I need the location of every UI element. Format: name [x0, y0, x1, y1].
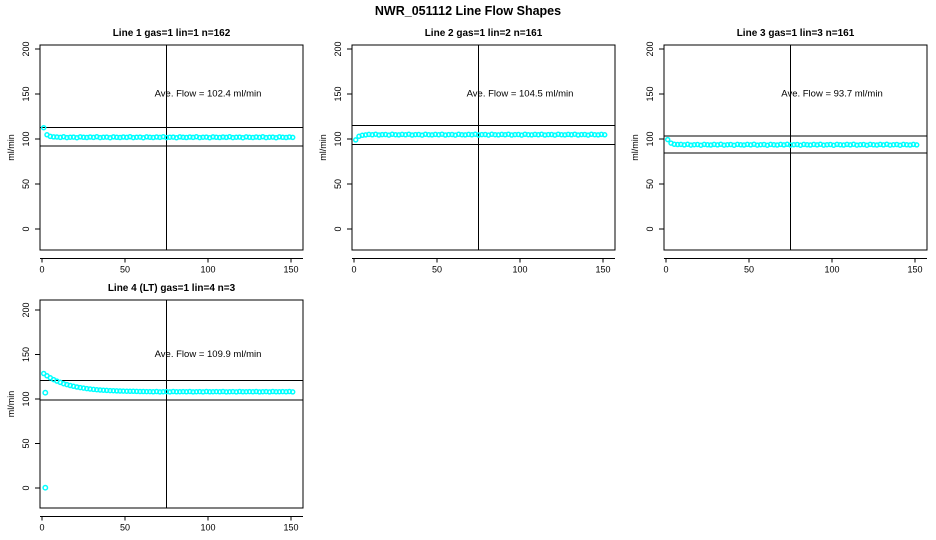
y-tick-label: 150	[333, 86, 343, 101]
y-tick-label: 50	[333, 179, 343, 189]
data-points	[40, 124, 296, 141]
y-tick-label: 100	[333, 131, 343, 146]
x-tick-label: 150	[284, 523, 299, 533]
x-tick-label: 150	[284, 265, 299, 275]
panel-line-2: Line 2 gas=1 lin=2 n=161 0 50 100 150 0 50 100 1…	[318, 28, 616, 275]
x-tick-label: 50	[432, 265, 442, 275]
y-tick-label: 50	[21, 179, 31, 189]
x-tick-label: 50	[120, 265, 130, 275]
x-tick-label: 50	[744, 265, 754, 275]
y-axis-title: ml/min	[6, 134, 16, 161]
x-tick-label: 0	[663, 265, 668, 275]
y-tick-label: 50	[645, 179, 655, 189]
data-point	[289, 389, 296, 395]
data-point	[40, 124, 47, 131]
outlier-point	[42, 389, 49, 396]
y-tick-label: 0	[21, 485, 31, 490]
ave-flow-annotation: Ave. Flow = 102.4 ml/min	[155, 89, 262, 100]
x-tick-label: 100	[201, 523, 216, 533]
y-tick-label: 0	[21, 226, 31, 231]
y-tick-label: 50	[21, 438, 31, 448]
panel-line-3: Line 3 gas=1 lin=3 n=161 0 50 100 150 0 50 100 1…	[630, 28, 928, 275]
x-tick-label: 50	[120, 523, 130, 533]
data-point	[352, 137, 359, 143]
plot-box	[663, 44, 928, 251]
panel-title: Line 2 gas=1 lin=2 n=161	[425, 28, 543, 39]
panel-line-1: Line 1 gas=1 lin=1 n=162 0 50 100 150 0 50 100 1…	[6, 28, 304, 275]
data-points	[40, 370, 296, 491]
y-tick-label: 0	[645, 226, 655, 231]
data-points	[352, 131, 608, 143]
panels-group: Line 1 gas=1 lin=1 n=162 0 50 100 150 0 50 100 1…	[6, 28, 928, 533]
y-tick-label: 100	[21, 131, 31, 146]
y-tick-label: 150	[21, 86, 31, 101]
plot-box	[39, 44, 304, 251]
x-tick-label: 150	[596, 265, 611, 275]
x-tick-label: 0	[39, 265, 44, 275]
x-tick-label: 100	[513, 265, 528, 275]
data-point	[913, 142, 920, 148]
y-axis-title: ml/min	[630, 134, 640, 161]
data-point	[289, 134, 296, 141]
plot-box	[351, 44, 616, 251]
x-tick-label: 100	[825, 265, 840, 275]
y-tick-label: 100	[21, 391, 31, 406]
ave-flow-annotation: Ave. Flow = 109.9 ml/min	[155, 349, 262, 360]
x-tick-label: 150	[908, 265, 923, 275]
y-tick-label: 200	[645, 41, 655, 56]
y-tick-label: 200	[333, 41, 343, 56]
data-point	[601, 132, 608, 138]
x-tick-label: 0	[351, 265, 356, 275]
y-tick-label: 200	[21, 41, 31, 56]
data-points	[664, 136, 920, 148]
data-point	[664, 136, 671, 143]
panel-title: Line 1 gas=1 lin=1 n=162	[113, 28, 231, 39]
ave-flow-annotation: Ave. Flow = 93.7 ml/min	[781, 89, 882, 100]
y-tick-label: 150	[21, 347, 31, 362]
y-axis-title: ml/min	[6, 391, 16, 418]
y-tick-label: 0	[333, 226, 343, 231]
outlier-point	[42, 484, 49, 491]
x-tick-label: 100	[201, 265, 216, 275]
panel-title: Line 4 (LT) gas=1 lin=4 n=3	[108, 283, 236, 294]
plot-box	[39, 299, 304, 509]
y-tick-label: 100	[645, 131, 655, 146]
y-axis-title: ml/min	[318, 134, 328, 161]
panel-title: Line 3 gas=1 lin=3 n=161	[737, 28, 855, 39]
y-tick-label: 200	[21, 302, 31, 317]
y-tick-label: 150	[645, 86, 655, 101]
x-tick-label: 0	[39, 523, 44, 533]
panel-line-4: Line 4 (LT) gas=1 lin=4 n=3 0 50 100 150 0 50 1…	[6, 283, 304, 533]
ave-flow-annotation: Ave. Flow = 104.5 ml/min	[467, 89, 574, 100]
figure-title: NWR_051112 Line Flow Shapes	[375, 4, 561, 18]
